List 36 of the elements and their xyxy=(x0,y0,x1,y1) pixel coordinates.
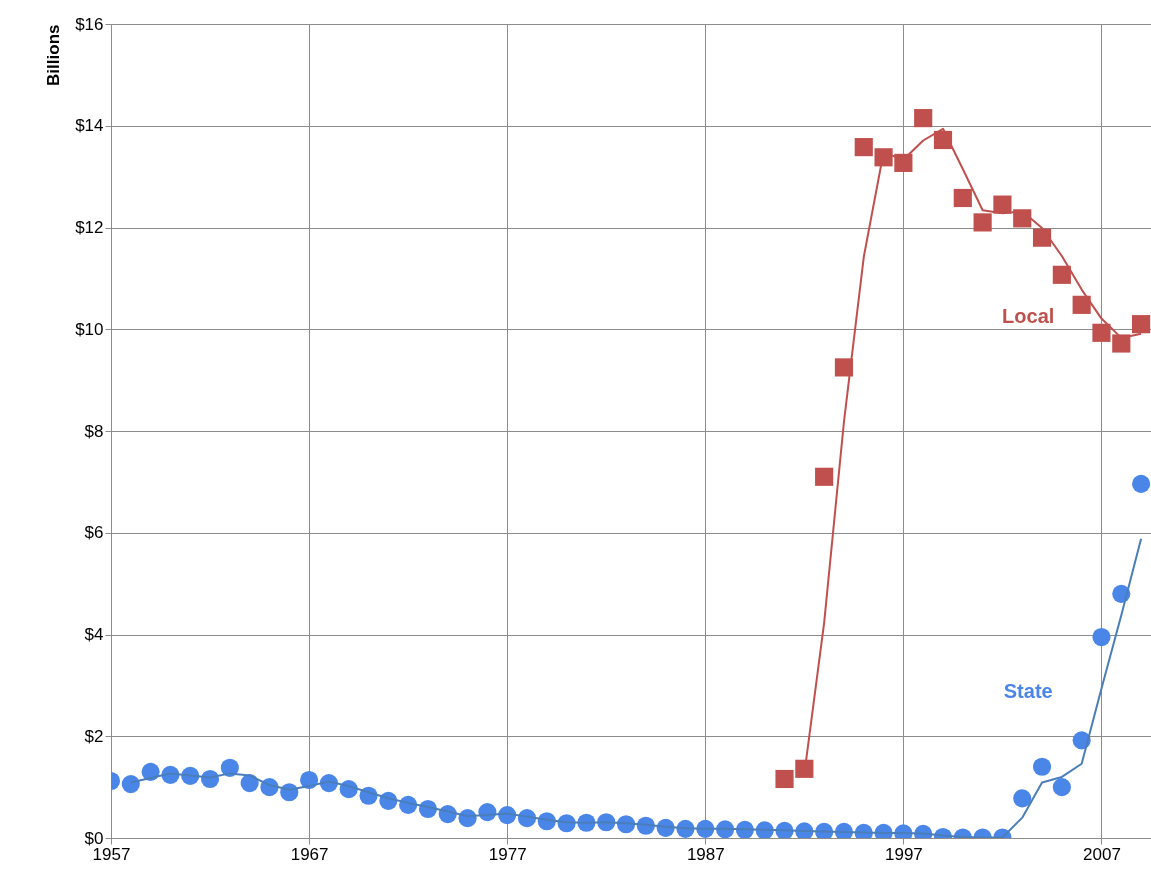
x-tick-label: 1987 xyxy=(686,844,725,864)
point xyxy=(815,467,834,486)
point xyxy=(121,775,140,794)
x-tick-label: 1967 xyxy=(290,844,329,864)
point xyxy=(1112,334,1131,353)
point xyxy=(1052,778,1071,797)
point xyxy=(1013,789,1032,808)
point xyxy=(1052,265,1071,284)
y-tick-label: $14 xyxy=(75,116,104,136)
series-label: State xyxy=(1003,680,1053,703)
y-tick-label: $4 xyxy=(84,625,104,644)
point xyxy=(973,213,992,232)
y-tick-label: $6 xyxy=(84,523,104,543)
point xyxy=(914,109,933,128)
y-axis-title: Billions xyxy=(44,24,64,86)
y-tick-label: $16 xyxy=(75,14,104,34)
point xyxy=(795,759,814,778)
point xyxy=(1032,757,1052,776)
point xyxy=(953,188,972,208)
y-tick-label: $8 xyxy=(84,421,104,441)
point xyxy=(775,769,794,789)
y-tick-label: $12 xyxy=(75,218,104,237)
point xyxy=(1132,315,1151,334)
series-label: Local xyxy=(1002,305,1055,328)
point xyxy=(1132,474,1151,493)
point xyxy=(1092,323,1111,342)
point xyxy=(1032,228,1052,247)
x-tick-label: 1977 xyxy=(488,844,527,864)
point xyxy=(1072,295,1091,314)
x-tick-label: 1997 xyxy=(884,844,923,864)
y-tick-label: $10 xyxy=(75,319,104,339)
point xyxy=(1092,627,1111,647)
y-tick-label: $2 xyxy=(84,726,104,746)
point xyxy=(993,195,1012,214)
point xyxy=(854,138,873,157)
x-tick-label: 2007 xyxy=(1083,844,1121,864)
